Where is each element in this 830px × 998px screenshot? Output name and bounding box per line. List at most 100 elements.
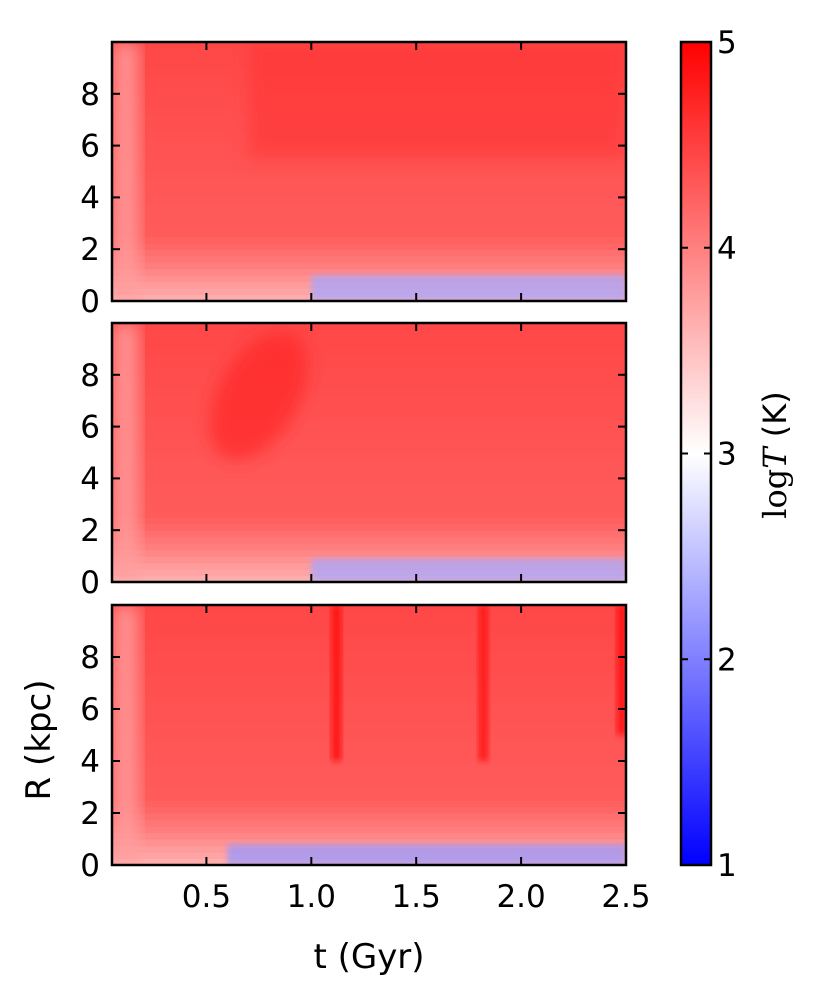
heatmap-band — [112, 530, 626, 538]
heatmap-band — [112, 787, 626, 795]
heatmap-band — [112, 780, 626, 788]
cold-core — [311, 275, 626, 301]
heatmap-band — [112, 426, 626, 434]
heatmap-band — [112, 197, 626, 205]
heatmap-band — [112, 611, 626, 619]
heatmap-band — [112, 407, 626, 415]
y-tick-label: 0 — [80, 848, 100, 884]
cold-core — [311, 558, 626, 582]
panel-frame — [110, 321, 628, 584]
x-tick-label: 1.5 — [392, 879, 441, 915]
heatmap-band — [112, 223, 626, 231]
heatmap-band — [112, 203, 626, 211]
heatmap-panel-3: 0 2 4 6 8 0.5 1.0 1.5 2.0 2.5 — [80, 603, 651, 915]
heatmap-band — [112, 722, 626, 730]
heatmap-band — [112, 517, 626, 525]
colorbar-tick-label: 5 — [717, 25, 737, 61]
heatmap-band — [112, 439, 626, 447]
heatmap-band — [112, 478, 626, 486]
y-tick-label: 8 — [80, 358, 100, 394]
heatmap-band — [112, 335, 626, 344]
colorbar-label-var: T — [756, 445, 794, 469]
hot-streak — [616, 605, 626, 735]
heatmap-band — [112, 510, 626, 518]
early-time-region — [112, 42, 140, 301]
heatmap-band — [112, 605, 626, 613]
colorbar: 1 2 3 4 5 logT (K) — [679, 25, 794, 884]
heatmap-band — [112, 229, 626, 237]
heatmap-band — [112, 709, 626, 717]
colorbar-tick-label: 3 — [717, 437, 737, 473]
heatmap-band — [112, 536, 626, 544]
y-tick-label: 2 — [80, 796, 100, 832]
heatmap-field — [112, 605, 626, 865]
heatmap-band — [112, 774, 626, 782]
y-tick-label: 8 — [80, 640, 100, 676]
heatmap-band — [112, 262, 626, 270]
colorbar-label-suffix: (K) — [756, 391, 794, 447]
heatmap-band — [112, 387, 626, 395]
hot-streak — [478, 605, 489, 761]
x-tick-label: 1.0 — [287, 879, 336, 915]
heatmap-band — [112, 249, 626, 257]
heatmap-band — [112, 177, 626, 186]
heatmap-band — [112, 374, 626, 382]
y-tick-label: 6 — [80, 129, 100, 165]
heatmap-band — [112, 793, 626, 801]
heatmap-band — [112, 715, 626, 723]
heatmap-band — [112, 741, 626, 749]
heatmap-band — [112, 624, 626, 632]
colorbar-tick-label: 2 — [717, 642, 737, 678]
y-tick-label: 0 — [80, 284, 100, 320]
y-tick-label: 4 — [80, 744, 100, 780]
heatmap-band — [112, 832, 626, 840]
heatmap-band — [112, 255, 626, 263]
heatmap-band — [112, 839, 626, 847]
heatmap-band — [112, 650, 626, 658]
heatmap-band — [112, 400, 626, 408]
heatmap-band — [112, 171, 626, 179]
heatmap-band — [112, 689, 626, 697]
panel-frame — [110, 40, 628, 303]
heatmap-band — [112, 497, 626, 505]
heatmap-band — [112, 702, 626, 710]
heatmap-band — [112, 268, 626, 276]
colorbar-tick-label: 4 — [717, 231, 737, 267]
heatmap-field — [112, 42, 626, 301]
heatmap-band — [112, 342, 626, 350]
heatmap-band — [112, 618, 626, 626]
y-tick-label: 8 — [80, 77, 100, 113]
heatmap-band — [112, 696, 626, 704]
y-tick-label: 4 — [80, 180, 100, 216]
heatmap-band — [112, 800, 626, 808]
heatmap-band — [112, 420, 626, 428]
x-tick-label: 2.0 — [496, 879, 545, 915]
heatmap-band — [112, 361, 626, 369]
heatmap-band — [112, 631, 626, 639]
heatmap-band — [112, 381, 626, 389]
heatmap-band — [112, 471, 626, 479]
heatmap-band — [112, 413, 626, 421]
heatmap-band — [112, 761, 626, 769]
x-axis-label: t (Gyr) — [313, 937, 424, 977]
heatmap-band — [112, 683, 626, 691]
hot-streak — [331, 605, 342, 761]
heatmap-band — [112, 543, 626, 551]
heatmap-band — [112, 806, 626, 814]
heatmap-band — [112, 216, 626, 224]
y-tick-label: 4 — [80, 461, 100, 497]
heatmap-band — [112, 158, 626, 166]
heatmap-band — [112, 484, 626, 492]
y-tick-label: 6 — [80, 410, 100, 446]
y-tick-label: 0 — [80, 565, 100, 601]
hot-band — [248, 42, 626, 159]
heatmap-band — [112, 210, 626, 218]
heatmap-band — [112, 748, 626, 756]
heatmap-field — [112, 323, 626, 582]
heatmap-band — [112, 323, 626, 331]
early-time-region — [112, 323, 140, 582]
heatmap-band — [112, 523, 626, 531]
heatmap-band — [112, 676, 626, 684]
heatmap-band — [112, 728, 626, 736]
